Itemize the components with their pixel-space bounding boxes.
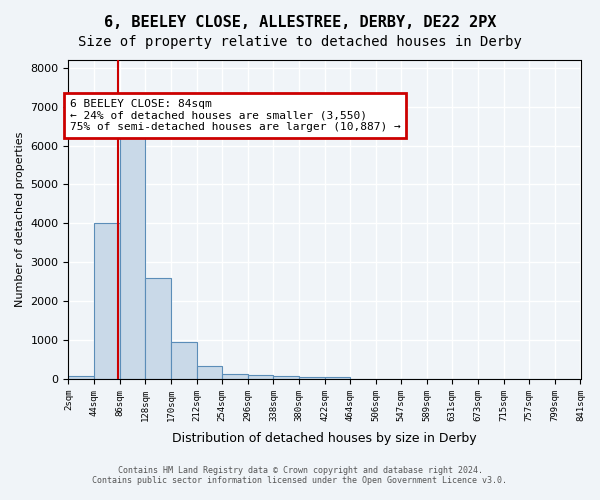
Text: 6 BEELEY CLOSE: 84sqm
← 24% of detached houses are smaller (3,550)
75% of semi-d: 6 BEELEY CLOSE: 84sqm ← 24% of detached … (70, 99, 400, 132)
Y-axis label: Number of detached properties: Number of detached properties (15, 132, 25, 307)
Bar (248, 375, 274, 379)
Bar (222, 374, 248, 379)
Bar (119, 122, 145, 379)
X-axis label: Distribution of detached houses by size in Derby: Distribution of detached houses by size … (172, 432, 477, 445)
Text: 6, BEELEY CLOSE, ALLESTREE, DERBY, DE22 2PX: 6, BEELEY CLOSE, ALLESTREE, DERBY, DE22 … (104, 15, 496, 30)
Text: Size of property relative to detached houses in Derby: Size of property relative to detached ho… (78, 35, 522, 49)
Bar (145, 278, 171, 379)
Text: Contains HM Land Registry data © Crown copyright and database right 2024.
Contai: Contains HM Land Registry data © Crown c… (92, 466, 508, 485)
Bar (325, 376, 350, 379)
Bar (299, 376, 325, 379)
Bar (68, 376, 94, 379)
Bar (197, 366, 222, 379)
Bar (274, 376, 299, 379)
Bar (171, 342, 197, 379)
Bar (94, 224, 119, 379)
